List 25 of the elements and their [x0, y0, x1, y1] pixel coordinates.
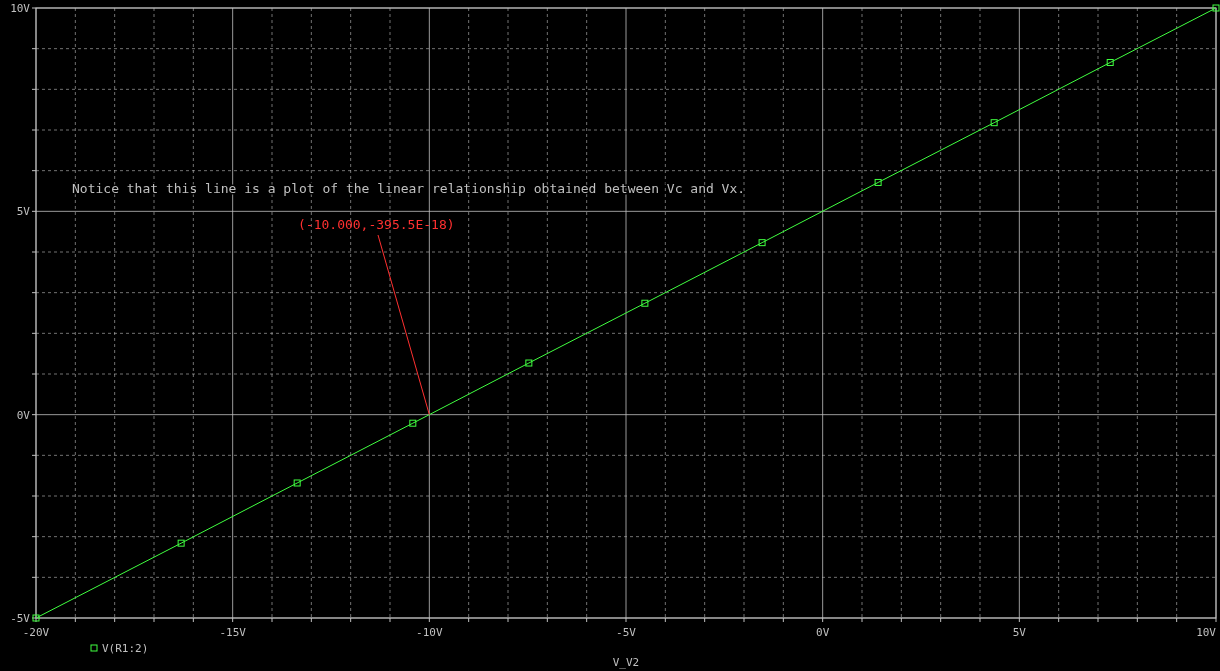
x-tick-label: -15V	[219, 626, 247, 639]
x-tick-label: 10V	[1196, 626, 1217, 639]
x-tick-label: 5V	[1012, 626, 1027, 639]
point	[177, 539, 185, 547]
point	[874, 178, 882, 186]
y-tick-label: 10V	[10, 2, 31, 15]
y-tick-label: -5V	[10, 612, 31, 625]
point	[1106, 58, 1114, 66]
y-tick-label: 5V	[16, 205, 31, 219]
point	[641, 299, 649, 307]
x-tick-label: 0V	[816, 626, 830, 639]
point	[293, 479, 301, 487]
point	[1212, 4, 1220, 12]
point	[990, 119, 998, 127]
point	[409, 419, 417, 427]
x-tick-label: -5V	[616, 626, 637, 639]
x-tick-label: -20V	[22, 626, 50, 639]
x-tick-label: -10V	[416, 626, 443, 639]
point	[758, 239, 766, 247]
annotation: (-10.000,-395.5E-18)	[298, 217, 455, 232]
x-axis-title: V_V2	[612, 656, 640, 669]
legend-label: V(R1:2)	[102, 642, 149, 655]
line-series	[32, 4, 1220, 622]
y-tick-label: 0V	[16, 408, 31, 422]
point	[525, 359, 533, 367]
